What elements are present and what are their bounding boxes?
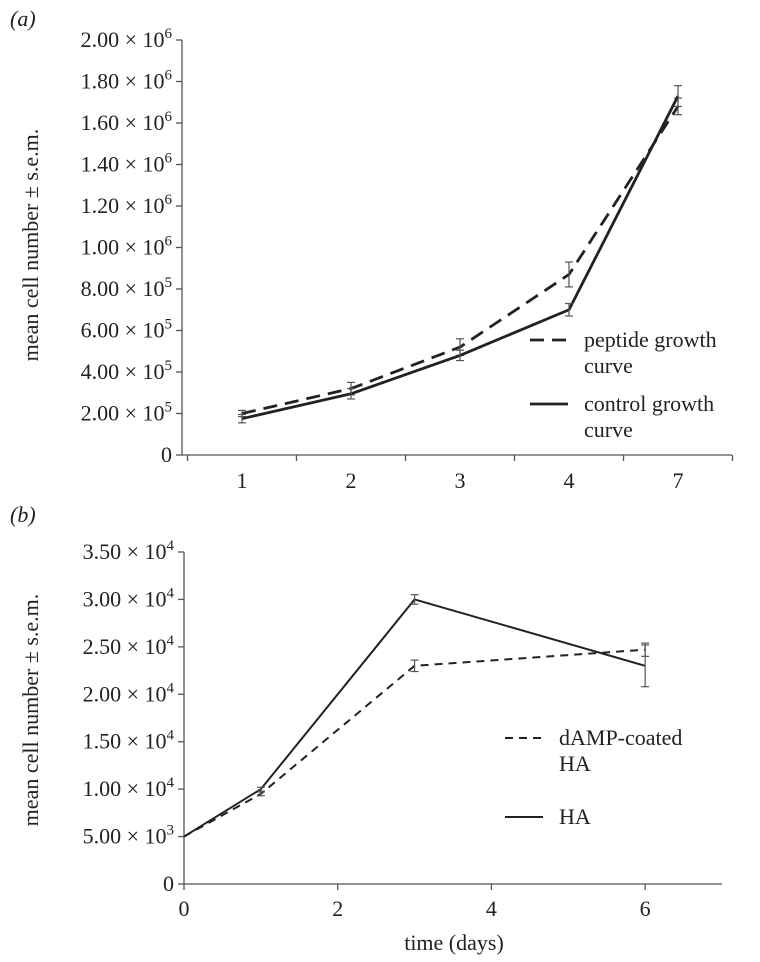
x-tick-label: 1 bbox=[237, 468, 248, 493]
y-tick-label: 2.50 × 104 bbox=[83, 633, 175, 659]
series-line-ha bbox=[183, 598, 646, 838]
y-tick-label: 1.00 × 106 bbox=[81, 234, 173, 260]
panel-a-y-axis-label: mean cell number ± s.e.m. bbox=[18, 129, 43, 362]
panel-b-x-ticks: 0 2 4 6 bbox=[179, 884, 651, 921]
error-bar bbox=[565, 302, 573, 317]
error-bar bbox=[256, 791, 265, 797]
x-tick-label: 4 bbox=[564, 468, 575, 493]
panel-a-label: (a) bbox=[10, 6, 36, 31]
y-tick-label: 2.00 × 105 bbox=[81, 400, 172, 426]
panel-a-y-ticks: 0 2.00 × 105 4.00 × 105 6.00 × 105 8.00 × 10… bbox=[81, 26, 182, 467]
panel-a-chart: (a) mean cell number ± s.e.m. 0 2.00 × 10… bbox=[10, 6, 734, 493]
legend-label-control-growth-curve: control growth curve bbox=[584, 391, 714, 442]
panel-b-legend: dAMP-coated HA HA bbox=[505, 725, 682, 829]
panel-a-x-ticks: 1 2 3 4 7 bbox=[186, 455, 734, 493]
error-bar bbox=[410, 659, 419, 673]
error-bar bbox=[674, 85, 682, 108]
y-tick-label: 3.50 × 104 bbox=[83, 538, 175, 564]
y-tick-label: 0 bbox=[161, 442, 172, 467]
error-bar bbox=[238, 413, 246, 424]
error-bar bbox=[456, 349, 464, 362]
y-tick-label: 6.00 × 105 bbox=[81, 317, 172, 343]
panel-b-y-ticks: 0 5.00 × 103 1.00 × 104 1.50 × 104 2.00 × 10… bbox=[83, 538, 184, 896]
panel-b-chart: (b) mean cell number ± s.e.m. time (days… bbox=[10, 502, 722, 955]
error-bar bbox=[410, 594, 419, 605]
panel-a-series bbox=[238, 85, 682, 424]
y-tick-label: 1.40 × 106 bbox=[81, 151, 173, 177]
x-tick-label: 7 bbox=[673, 468, 684, 493]
panel-b-x-axis-label: time (days) bbox=[404, 930, 504, 955]
y-tick-label: 3.00 × 104 bbox=[83, 585, 175, 611]
x-tick-label: 3 bbox=[455, 468, 466, 493]
error-bar bbox=[641, 644, 650, 688]
y-tick-label: 1.60 × 106 bbox=[81, 109, 173, 135]
error-bar bbox=[256, 786, 265, 792]
series-line-damp-coated-ha bbox=[183, 648, 646, 838]
y-tick-label: 0 bbox=[163, 871, 174, 896]
y-tick-label: 1.20 × 106 bbox=[81, 192, 173, 218]
y-tick-label: 2.00 × 106 bbox=[81, 26, 173, 52]
x-tick-label: 2 bbox=[332, 896, 343, 921]
error-bar bbox=[347, 388, 355, 400]
panel-a-legend: peptide growth curve control growth curve bbox=[530, 327, 717, 442]
x-tick-label: 0 bbox=[179, 896, 190, 921]
y-tick-label: 1.80 × 106 bbox=[81, 68, 173, 94]
error-bar bbox=[565, 261, 573, 288]
x-tick-label: 4 bbox=[486, 896, 497, 921]
y-tick-label: 2.00 × 104 bbox=[83, 680, 175, 706]
panel-b-y-axis-label: mean cell number ± s.e.m. bbox=[18, 594, 43, 827]
x-tick-label: 2 bbox=[346, 468, 357, 493]
y-tick-label: 5.00 × 103 bbox=[83, 823, 174, 849]
panel-b-series bbox=[183, 594, 650, 838]
y-tick-label: 1.50 × 104 bbox=[83, 728, 175, 754]
x-tick-label: 6 bbox=[640, 896, 651, 921]
legend-label-ha: HA bbox=[559, 804, 591, 829]
y-tick-label: 8.00 × 105 bbox=[81, 275, 172, 301]
legend-label-peptide-growth-curve: peptide growth curve bbox=[584, 327, 717, 378]
legend-label-damp-coated-ha: dAMP-coated HA bbox=[559, 725, 682, 776]
y-tick-label: 1.00 × 104 bbox=[83, 775, 175, 801]
panel-b-label: (b) bbox=[10, 502, 36, 527]
y-tick-label: 4.00 × 105 bbox=[81, 358, 172, 384]
